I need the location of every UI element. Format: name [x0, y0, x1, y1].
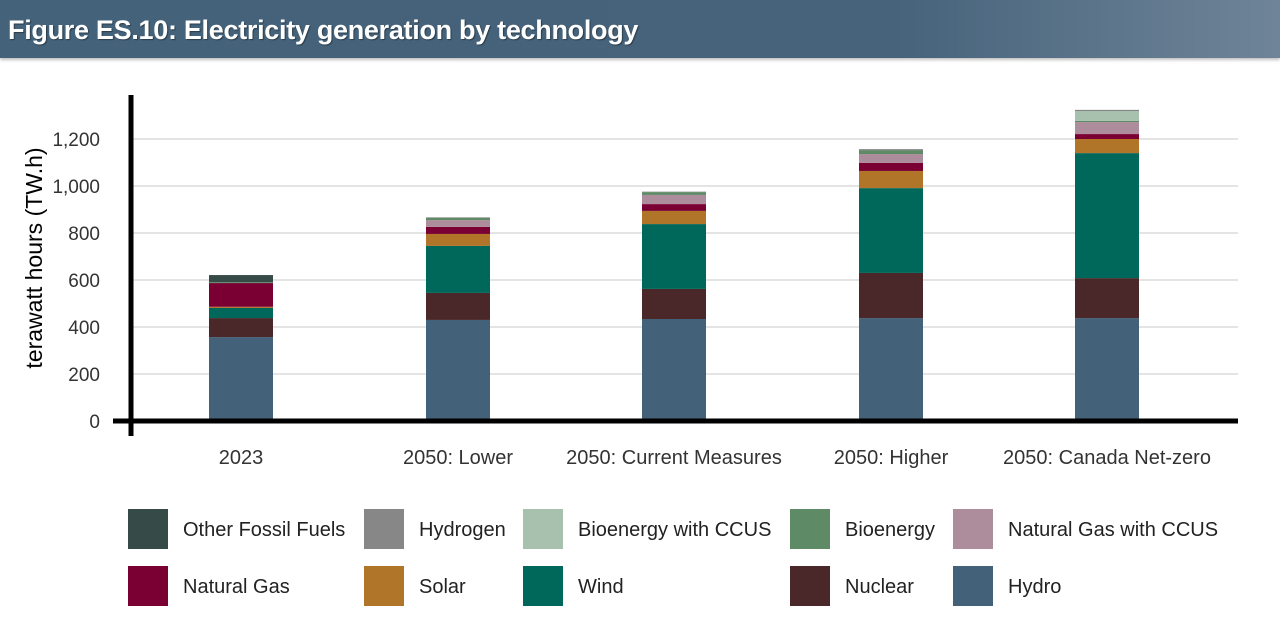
- bar-segment-wind: [426, 245, 490, 293]
- legend-swatch: [790, 566, 830, 606]
- bar-segment-nuclear: [859, 272, 923, 319]
- bar-segment-nuclear: [642, 288, 706, 320]
- bar-segment-natural-gas: [426, 226, 490, 234]
- legend-swatch: [523, 509, 563, 549]
- legend-swatch: [953, 509, 993, 549]
- legend-label: Wind: [578, 576, 624, 598]
- y-tick-label: 1,200: [52, 130, 100, 151]
- bar-segment-wind: [859, 188, 923, 273]
- chart-title: Figure ES.10: Electricity generation by …: [8, 15, 639, 45]
- bar-segment-wind: [642, 224, 706, 289]
- bar-segment-solar: [1075, 139, 1139, 154]
- bar-segment-hydrogen: [859, 149, 923, 151]
- legend-label: Hydrogen: [419, 519, 506, 541]
- legend-swatch: [523, 566, 563, 606]
- bar-segment-bioenergy: [426, 217, 490, 221]
- bar-segment-solar: [426, 233, 490, 246]
- legend-label: Bioenergy with CCUS: [578, 519, 771, 541]
- y-tick-label: 200: [68, 365, 100, 386]
- bar-segment-natural-gas: [859, 162, 923, 171]
- y-axis-label: terawatt hours (TW.h): [21, 147, 47, 368]
- x-tick-label: 2050: Lower: [403, 447, 513, 469]
- legend-swatch: [364, 509, 404, 549]
- legend-swatch: [364, 566, 404, 606]
- bar-segment-hydro: [1075, 318, 1139, 421]
- bar-segment-natural-gas-with-ccus: [642, 194, 706, 205]
- legend-swatch: [128, 509, 168, 549]
- legend-label: Other Fossil Fuels: [183, 519, 345, 541]
- legend-swatch: [790, 509, 830, 549]
- x-tick-label: 2050: Canada Net-zero: [1003, 447, 1211, 469]
- legend-label: Solar: [419, 576, 466, 598]
- legend-swatch: [128, 566, 168, 606]
- bar-segment-solar: [209, 306, 273, 308]
- bar-segment-hydrogen: [1075, 109, 1139, 112]
- bar-segment-hydro: [859, 318, 923, 421]
- bar-segment-natural-gas-with-ccus: [859, 154, 923, 163]
- bar-segment-natural-gas: [642, 204, 706, 211]
- bar-segment-natural-gas: [209, 283, 273, 307]
- title-bar: Figure ES.10: Electricity generation by …: [0, 0, 1280, 58]
- bar-segment-hydro: [209, 337, 273, 421]
- legend-swatch: [953, 566, 993, 606]
- bar-segment-nuclear: [209, 318, 273, 338]
- bar-segment-wind: [209, 307, 273, 319]
- bar-segment-bioenergy: [859, 150, 923, 155]
- bar-segment-nuclear: [1075, 278, 1139, 319]
- x-tick-label: 2023: [219, 447, 264, 469]
- y-tick-label: 800: [68, 224, 100, 245]
- bar-segment-solar: [642, 210, 706, 225]
- legend-label: Natural Gas: [183, 576, 290, 598]
- y-tick-label: 1,000: [52, 177, 100, 198]
- bar-segment-hydro: [642, 319, 706, 421]
- bar-segment-bioenergy: [209, 282, 273, 284]
- y-tick-label: 600: [68, 271, 100, 292]
- legend-label: Hydro: [1008, 576, 1061, 598]
- bar-segment-wind: [1075, 153, 1139, 279]
- bar-segment-bioenergy-with-ccus: [1075, 111, 1139, 121]
- bar-segment-natural-gas-with-ccus: [1075, 122, 1139, 135]
- bar-segment-natural-gas: [1075, 134, 1139, 139]
- bar-segment-hydro: [426, 319, 490, 421]
- x-tick-label: 2050: Higher: [834, 447, 949, 469]
- y-tick-label: 0: [89, 412, 100, 433]
- bar-segment-nuclear: [426, 292, 490, 320]
- bar-segment-bioenergy: [642, 192, 706, 195]
- bar-segment-solar: [859, 170, 923, 189]
- legend-label: Bioenergy: [845, 519, 935, 541]
- legend-label: Natural Gas with CCUS: [1008, 519, 1218, 541]
- bar-segment-natural-gas-with-ccus: [426, 220, 490, 227]
- x-tick-label: 2050: Current Measures: [566, 447, 782, 469]
- legend-label: Nuclear: [845, 576, 914, 598]
- y-tick-label: 400: [68, 318, 100, 339]
- bar-segment-bioenergy: [1075, 120, 1139, 123]
- bar-segment-other-fossil-fuels: [209, 275, 273, 283]
